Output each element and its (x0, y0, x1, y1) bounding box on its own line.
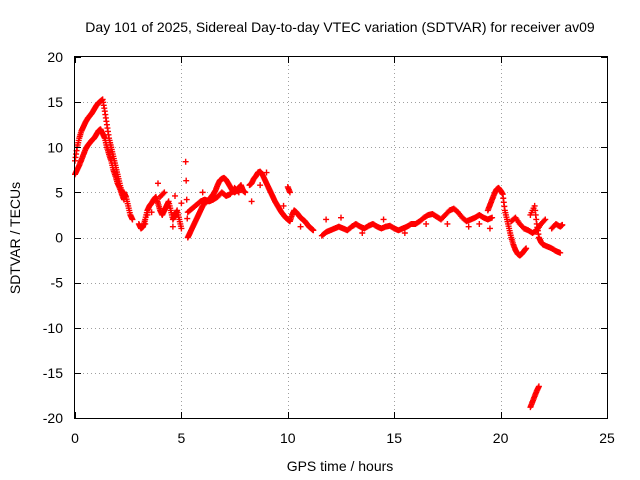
x-tick-label: 0 (71, 430, 79, 446)
data-point (444, 220, 451, 227)
data-point (297, 223, 304, 230)
data-point (234, 188, 241, 195)
data-point (489, 214, 496, 221)
data-point (523, 245, 530, 252)
x-tick-label: 15 (386, 430, 402, 446)
axis-ticks (75, 57, 608, 419)
y-tick-label: 5 (55, 184, 63, 200)
data-point (242, 189, 249, 196)
data-point (535, 383, 542, 390)
x-tick-label: 5 (178, 430, 186, 446)
y-tick-label: -15 (43, 365, 63, 381)
y-tick-labels: -20 -15 -10 -5 0 5 10 15 20 (43, 49, 63, 426)
data-point (183, 196, 190, 203)
x-tick-label: 25 (599, 430, 615, 446)
y-axis-label: SDTVAR / TECUs (7, 182, 23, 294)
y-tick-label: -10 (43, 320, 63, 336)
data-point (338, 214, 344, 221)
x-tick-label: 20 (493, 430, 509, 446)
data-point (182, 158, 189, 165)
data-point (323, 216, 330, 223)
y-tick-label: 15 (47, 94, 63, 110)
data-point (557, 249, 564, 256)
plot-frame (74, 56, 608, 419)
data-point (161, 189, 168, 196)
data-point (178, 200, 185, 207)
data-point (263, 169, 270, 176)
y-tick-label: -5 (51, 275, 64, 291)
data-point (286, 189, 293, 196)
data-point (542, 216, 549, 223)
data-point (172, 192, 179, 199)
series-hours-3-to-5 (135, 180, 185, 232)
series-hours-5-to-8 (182, 158, 249, 241)
x-axis-label: GPS time / hours (287, 458, 394, 474)
data-point (154, 180, 161, 187)
y-tick-label: 20 (47, 49, 63, 65)
x-tick-label: 10 (280, 430, 296, 446)
data-point (559, 221, 566, 228)
series-hours-11-to-20 (318, 205, 496, 239)
data-point (465, 223, 472, 230)
data-point (486, 225, 493, 232)
data-point (380, 216, 387, 223)
series-negative-excursion (527, 383, 542, 411)
data-point (199, 189, 206, 196)
series-hours-19-to-23 (484, 184, 566, 259)
data-point (235, 189, 242, 196)
data-point (184, 215, 191, 222)
data-point (178, 225, 185, 232)
y-tick-label: 10 (47, 139, 63, 155)
data-point (129, 216, 136, 223)
data-point (541, 217, 548, 224)
series-hours-8-to-11 (246, 168, 317, 234)
data-point (248, 198, 255, 205)
y-tick-label: -20 (43, 410, 63, 426)
data-point (359, 229, 366, 236)
series-main-track-lower (72, 126, 127, 203)
chart-title: Day 101 of 2025, Sidereal Day-to-day VTE… (85, 19, 595, 35)
data-point (120, 196, 127, 203)
data-point (310, 227, 317, 234)
data-point (280, 202, 287, 209)
data-point (257, 182, 264, 189)
data-point (144, 211, 151, 218)
data-point (160, 190, 167, 197)
y-tick-label: 0 (55, 230, 63, 246)
data-point (148, 209, 155, 216)
data-point (142, 220, 149, 227)
data-point (423, 220, 430, 227)
data-point (169, 223, 176, 230)
data-point (401, 229, 408, 236)
x-tick-labels: 0 5 10 15 20 25 (71, 430, 615, 446)
data-points (72, 96, 566, 411)
data-point (183, 177, 190, 184)
data-point (476, 220, 483, 227)
